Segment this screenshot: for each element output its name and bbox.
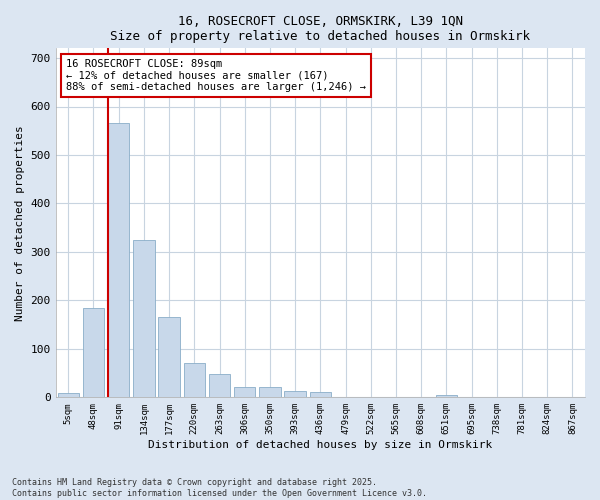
Bar [83, 308, 104, 398]
Bar [58, 394, 79, 398]
Bar [184, 364, 205, 398]
Text: Contains HM Land Registry data © Crown copyright and database right 2025.
Contai: Contains HM Land Registry data © Crown c… [12, 478, 427, 498]
X-axis label: Distribution of detached houses by size in Ormskirk: Distribution of detached houses by size … [148, 440, 493, 450]
Text: 16 ROSECROFT CLOSE: 89sqm
← 12% of detached houses are smaller (167)
88% of semi: 16 ROSECROFT CLOSE: 89sqm ← 12% of detac… [66, 59, 366, 92]
Bar [209, 374, 230, 398]
Bar [133, 240, 155, 398]
Bar [284, 390, 306, 398]
Bar [259, 386, 281, 398]
Bar [158, 318, 180, 398]
Bar [234, 386, 256, 398]
Bar [436, 395, 457, 398]
Bar [108, 124, 130, 398]
Y-axis label: Number of detached properties: Number of detached properties [15, 125, 25, 320]
Title: 16, ROSECROFT CLOSE, ORMSKIRK, L39 1QN
Size of property relative to detached hou: 16, ROSECROFT CLOSE, ORMSKIRK, L39 1QN S… [110, 15, 530, 43]
Bar [310, 392, 331, 398]
